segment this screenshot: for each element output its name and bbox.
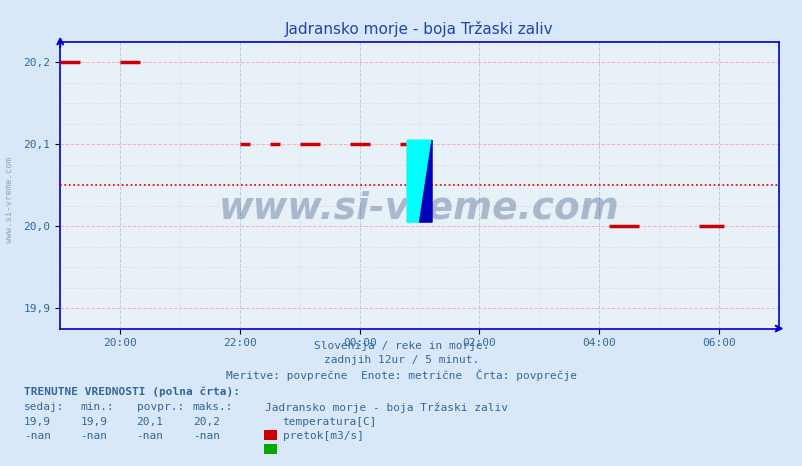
Text: www.si-vreme.com: www.si-vreme.com (219, 190, 619, 226)
Text: povpr.:: povpr.: (136, 402, 184, 412)
Text: 19,9: 19,9 (80, 417, 107, 427)
Text: Meritve: povprečne  Enote: metrične  Črta: povprečje: Meritve: povprečne Enote: metrične Črta:… (225, 369, 577, 381)
Polygon shape (419, 140, 431, 222)
Text: -nan: -nan (192, 431, 220, 441)
Text: 20,2: 20,2 (192, 417, 220, 427)
Polygon shape (407, 140, 431, 222)
Text: temperatura[C]: temperatura[C] (282, 417, 377, 427)
Text: Slovenija / reke in morje.: Slovenija / reke in morje. (314, 341, 488, 351)
Text: 19,9: 19,9 (24, 417, 51, 427)
Text: Jadransko morje - boja Tržaski zaliv: Jadransko morje - boja Tržaski zaliv (265, 402, 508, 413)
Text: maks.:: maks.: (192, 402, 233, 412)
Text: pretok[m3/s]: pretok[m3/s] (282, 431, 363, 441)
Text: zadnjih 12ur / 5 minut.: zadnjih 12ur / 5 minut. (323, 355, 479, 365)
Text: sedaj:: sedaj: (24, 402, 64, 412)
Text: www.si-vreme.com: www.si-vreme.com (5, 158, 14, 243)
Text: TRENUTNE VREDNOSTI (polna črta):: TRENUTNE VREDNOSTI (polna črta): (24, 387, 240, 397)
Text: -nan: -nan (136, 431, 164, 441)
Text: -nan: -nan (80, 431, 107, 441)
Text: -nan: -nan (24, 431, 51, 441)
Text: 20,1: 20,1 (136, 417, 164, 427)
Polygon shape (407, 140, 431, 222)
Text: min.:: min.: (80, 402, 114, 412)
Title: Jadransko morje - boja Tržaski zaliv: Jadransko morje - boja Tržaski zaliv (285, 21, 553, 37)
